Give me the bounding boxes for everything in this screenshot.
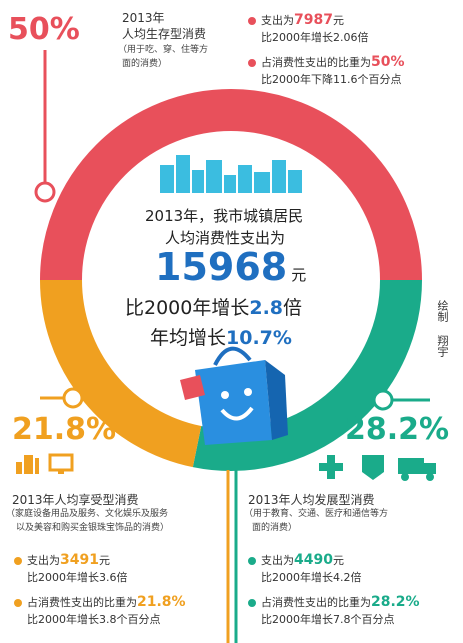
credit-label: 绘制 [436,300,449,322]
survival-spend-growth: 比2000年增长2.06倍 [261,31,369,44]
development-note-1: （用于教育、交通、医疗和通信等方 [244,509,389,519]
enjoyment-share-change: 比2000年增长3.8个百分点 [27,613,161,626]
survival-share-change: 比2000年下降11.6个百分点 [261,73,402,86]
center-annual: 年均增长10.7% [150,327,292,349]
survival-title: 人均生存型消费 [122,27,207,41]
leader-dot-orange [62,387,84,409]
enjoyment-percent: 21.8% [12,412,117,447]
development-spend-growth: 比2000年增长4.2倍 [261,571,362,584]
enjoyment-note-1: （家庭设备用品及服务、文化娱乐及服务 [6,509,169,519]
graduation-icon [362,455,384,480]
enjoyment-spend: 支出为3491元 [14,552,110,569]
development-percent: 28.2% [345,412,450,447]
monitor-icon [48,453,74,474]
truck-icon [398,458,436,481]
center-total: 15968 元 [155,245,307,289]
development-share-change: 比2000年增长7.8个百分点 [261,613,395,626]
credit-name: 翔宇 [436,335,449,357]
leader-dot-red [34,181,56,203]
donut-slice-enjoyment [40,279,202,468]
enjoyment-note-2: 以及美容和购买金银珠宝饰品的消费） [16,523,170,533]
medical-cross-icon [319,455,343,479]
center-growth: 比2000年增长2.8倍 [125,297,303,319]
shopping-bag-icon [180,346,288,445]
development-note-2: 面的消费） [252,523,298,533]
center-line-1: 2013年，我市城镇居民 [145,207,304,225]
development-spend: 支出为4490元 [248,552,344,569]
survival-spend: 支出为7987元 [248,12,344,29]
center-line-2: 人均消费性支出为 [165,229,286,247]
survival-year: 2013年 [122,11,165,25]
city-skyline-icon [160,155,302,193]
survival-percent: 50% [8,12,80,47]
enjoyment-spend-growth: 比2000年增长3.6倍 [27,571,128,584]
survival-note-1: （用于吃、穿、住等方 [118,45,209,55]
leader-dot-green [372,389,394,411]
development-share: 占消费性支出的比重为28.2% [248,594,420,611]
thumbs-up-icon [16,455,39,474]
enjoyment-share: 占消费性支出的比重为21.8% [14,594,186,611]
donut-slice-development [192,279,422,471]
development-title: 2013年人均发展型消费 [248,493,375,507]
donut-slice-survival [40,89,422,281]
enjoyment-title: 2013年人均享受型消费 [12,493,139,507]
survival-note-2: 面的消费） [122,59,168,69]
survival-share: 占消费性支出的比重为50% [248,54,405,71]
